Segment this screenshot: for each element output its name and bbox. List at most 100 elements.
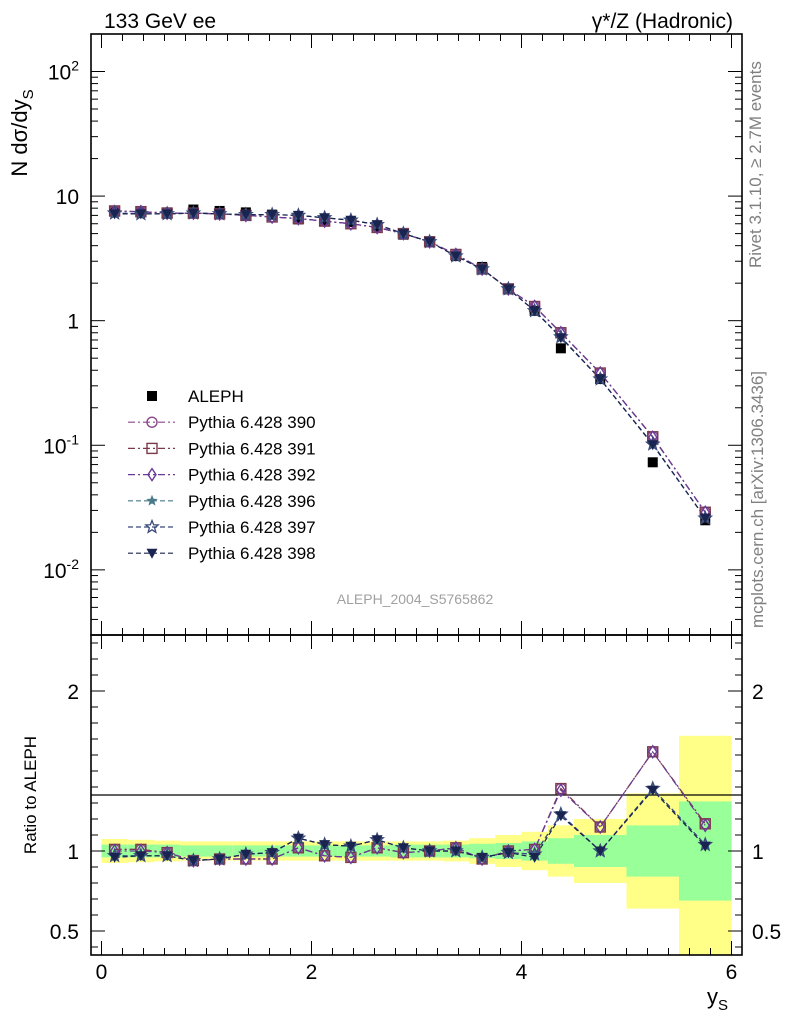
stat-uncertainty-band	[285, 845, 312, 857]
main-data-point	[345, 215, 357, 226]
ratio-frame	[90, 634, 743, 956]
legend-marker	[146, 442, 158, 455]
ratio-y-tick-label-right: 2	[752, 681, 764, 704]
ratio-data-point	[424, 846, 436, 857]
ratio-data-point	[595, 819, 606, 835]
main-panel: 10-2 10-1 1 10 102 N dσ/dyS ALEPH_2004_S5765…	[7, 33, 743, 636]
main-data-point	[319, 213, 331, 224]
ratio-data-point	[555, 811, 567, 822]
ratio-data-point	[345, 841, 357, 852]
main-data-point	[594, 374, 606, 385]
rivet-label: Rivet 3.1.10, ≥ 2.7M events	[746, 61, 765, 268]
ratio-panel: 0.5 0.5 1 1 2 2 0 2 4 6 Ratio to ALEPH yS	[21, 634, 781, 1014]
main-axis-ticks: 10-2 10-1 1 10 102	[43, 33, 742, 636]
main-data-point	[555, 343, 566, 354]
main-y-tick-label: 10-1	[43, 431, 79, 458]
ratio-data-point	[187, 856, 199, 867]
ratio-data-point	[476, 852, 488, 863]
main-data-point	[266, 210, 278, 221]
ratio-data-point	[293, 840, 304, 856]
legend-entry: Pythia 6.428 396	[188, 492, 316, 511]
main-data-point	[214, 209, 226, 220]
legend-entry: Pythia 6.428 397	[188, 518, 316, 537]
analysis-label: ALEPH_2004_S5765862	[337, 591, 494, 607]
legend: ALEPH Pythia 6.428 390 Pythia 6.428 391 Pyt…	[128, 387, 316, 563]
ratio-data-point	[450, 846, 462, 857]
left-title: 133 GeV ee	[104, 10, 216, 33]
ratio-data-point	[699, 841, 711, 852]
stat-uncertainty-band	[626, 825, 679, 877]
legend-entry: Pythia 6.428 391	[188, 439, 316, 458]
main-data-point	[529, 306, 541, 317]
stat-uncertainty-band	[547, 838, 574, 864]
legend-marker	[147, 467, 157, 482]
ratio-data-point	[266, 848, 278, 859]
ratio-data-point	[319, 840, 331, 851]
mcplots-label: mcplots.cern.ch [arXiv:1306.3436]	[748, 371, 767, 628]
ratio-data-point	[161, 851, 173, 862]
main-y-label: N dσ/dyS	[7, 89, 37, 176]
main-data-point	[371, 220, 383, 231]
ratio-data-point	[371, 835, 383, 846]
x-tick-label: 6	[726, 961, 738, 984]
main-data-point	[135, 209, 147, 220]
main-y-tick-label: 102	[48, 58, 79, 85]
x-axis-label: yS	[707, 984, 728, 1014]
ratio-data-point	[700, 818, 711, 833]
ratio-data-point	[556, 782, 566, 798]
legend-marker	[147, 391, 157, 401]
legend-marker	[146, 548, 158, 559]
stat-uncertainty-band	[364, 845, 391, 857]
ratio-data-point	[292, 833, 304, 844]
main-data-point	[240, 210, 252, 221]
legend-marker	[146, 416, 158, 428]
ratio-y-tick-label: 1	[67, 841, 79, 864]
ratio-series-line	[114, 750, 706, 862]
uncertainty-bands	[101, 735, 732, 955]
ratio-y-tick-label-right: 1	[752, 841, 764, 864]
main-data-point	[292, 210, 304, 221]
ratio-data-point	[319, 848, 330, 864]
ratio-data-point	[109, 852, 121, 863]
legend-entry: Pythia 6.428 398	[188, 544, 316, 563]
ratio-data-point	[240, 849, 252, 860]
x-tick-label: 4	[516, 961, 528, 984]
ratio-data-point	[647, 785, 659, 796]
ratio-data-point	[647, 744, 658, 760]
ratio-data-point	[135, 851, 147, 862]
main-y-tick-label: 10-2	[43, 556, 79, 583]
ratio-data-point	[214, 854, 226, 865]
main-y-tick-label: 10	[56, 186, 79, 209]
ratio-y-label: Ratio to ALEPH	[21, 736, 40, 854]
ratio-y-tick-label: 2	[67, 681, 79, 704]
main-data-point	[161, 209, 173, 220]
legend-entry: Pythia 6.428 392	[188, 466, 316, 485]
main-data-point	[109, 209, 121, 220]
ratio-data-point	[397, 843, 409, 854]
main-series-line	[114, 211, 706, 513]
ratio-data-point	[346, 850, 356, 865]
x-tick-label: 2	[306, 961, 318, 984]
main-data-point	[647, 440, 659, 451]
ratio-data-point	[529, 852, 541, 863]
legend-entry: ALEPH	[188, 387, 244, 406]
ratio-y-tick-label: 0.5	[50, 921, 79, 944]
main-data-point	[397, 229, 409, 240]
main-data-point	[502, 284, 514, 295]
legend-marker	[146, 494, 158, 506]
main-data-point	[476, 264, 488, 275]
ratio-data-point	[502, 848, 514, 859]
main-data-point	[555, 333, 567, 344]
stat-uncertainty-band	[180, 845, 207, 857]
ratio-axis-ticks: 0.5 0.5 1 1 2 2 0 2 4 6	[50, 635, 781, 984]
x-tick-label: 0	[96, 961, 108, 984]
ratio-y-tick-label-right: 0.5	[752, 921, 781, 944]
right-title: γ*/Z (Hadronic)	[592, 10, 733, 33]
legend-marker	[144, 518, 160, 534]
main-data-point	[187, 208, 199, 219]
legend-entry: Pythia 6.428 390	[188, 413, 316, 432]
ratio-data-point	[594, 846, 606, 857]
main-data-point	[424, 237, 436, 248]
main-data-point	[647, 457, 658, 468]
main-data-point	[699, 513, 711, 524]
